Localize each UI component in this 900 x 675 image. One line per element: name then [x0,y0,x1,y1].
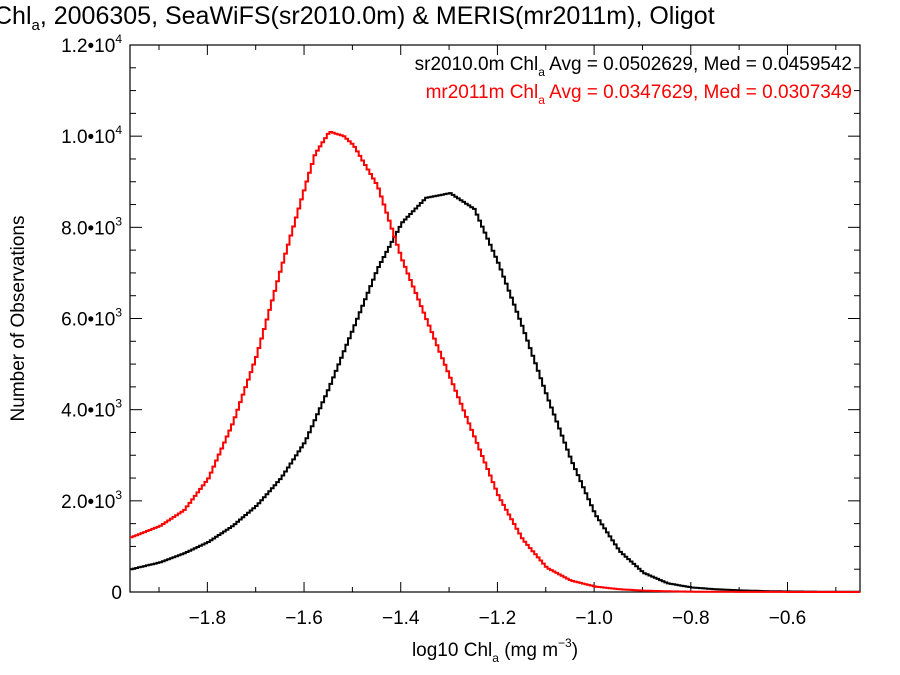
legend-entry-mr2011m: mr2011m Chla Avg = 0.0347629, Med = 0.03… [426,82,852,107]
x-tick-label: −0.6 [769,608,807,629]
x-tick-label: −1.8 [189,608,227,629]
y-tick-label: 1.0•104 [61,123,122,148]
y-tick-label: 6.0•103 [61,306,122,331]
series-line-mr2011m [130,131,860,593]
y-tick-label: 8.0•103 [61,214,122,239]
chart-title: Chla, 2006305, SeaWiFS(sr2010.0m) & MERI… [0,2,715,34]
y-tick-label: 1.2•104 [61,32,122,57]
legend-entry-sr2010.0m: sr2010.0m Chla Avg = 0.0502629, Med = 0.… [415,54,852,79]
x-tick-label: −1.2 [479,608,517,629]
x-tick-label: −1.6 [285,608,323,629]
y-tick-label: 4.0•103 [61,397,122,422]
plot-frame [129,44,861,593]
x-axis-label: log10 Chla (mg m−3) [412,636,578,665]
x-tick-label: −1.0 [575,608,613,629]
series-line-sr2010.0m [130,192,860,593]
y-tick-label: 0 [111,583,122,604]
x-tick-label: −1.4 [382,608,420,629]
x-tick-label: −0.8 [672,608,710,629]
y-axis-label: Number of Observations [8,216,29,422]
y-tick-label: 2.0•103 [61,488,122,513]
